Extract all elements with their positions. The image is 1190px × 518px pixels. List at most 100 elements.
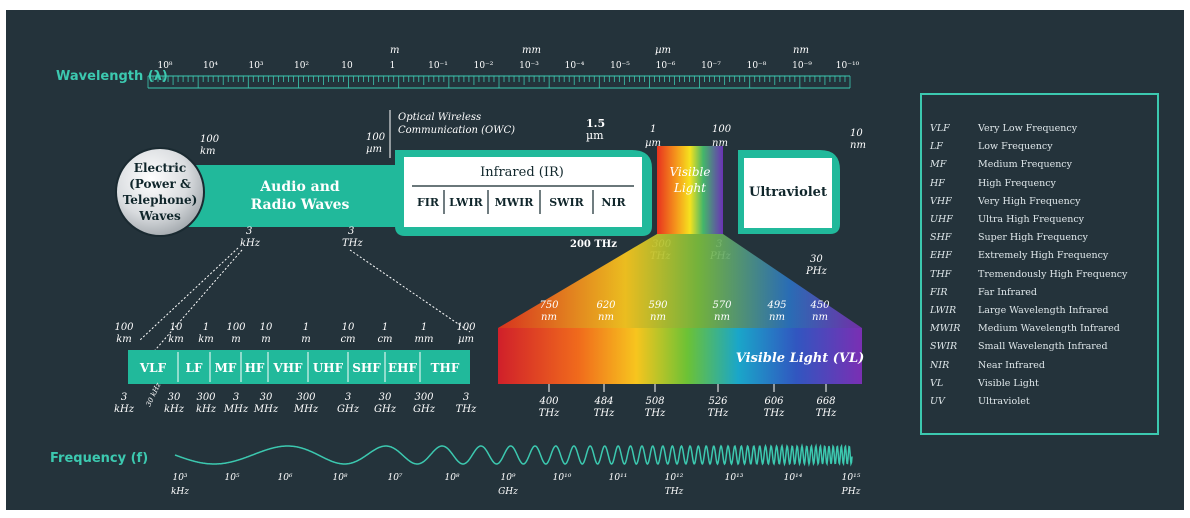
frequency-tick: 10⁸: [444, 473, 459, 483]
ann-1-5: 1.5: [586, 117, 605, 130]
legend-abbr: MWIR: [930, 323, 961, 335]
visible-frequency-value: 400: [538, 396, 559, 407]
visible-label-1: Visible: [670, 165, 711, 179]
zoom-connectors: [139, 247, 471, 357]
legend-row: VL Visible Light: [930, 378, 1039, 389]
legend-row: EHF Extremely High Frequency: [930, 250, 1108, 261]
wavelength-tick: 10⁻¹: [428, 61, 448, 71]
legend-row: MWIR Medium Wavelength Infrared: [930, 323, 1120, 334]
legend-row: UHF Ultra High Frequency: [930, 214, 1084, 225]
electric-label-1: Electric: [134, 161, 186, 175]
wavelength-tick: 10⁻⁶: [656, 61, 676, 71]
legend-row: VHF Very High Frequency: [930, 196, 1080, 207]
legend-abbr: EHF: [930, 250, 952, 262]
audio-radio-label-2: Radio Waves: [251, 197, 350, 213]
radio-wavelength-value: 1: [203, 322, 209, 333]
ann-um-b: µm: [586, 129, 604, 142]
legend-abbr: VLF: [930, 123, 950, 134]
ir-subband-label: FIR: [417, 196, 440, 209]
radio-wavelength-value: 10: [260, 322, 273, 333]
frequency-tick: 10⁵: [224, 473, 239, 483]
wavelength-tick: 10³: [248, 61, 263, 71]
radio-frequency-unit: GHz: [337, 404, 360, 415]
radio-band-labels: VLF LF MF HF VHF UHF SHF EHF THF: [139, 352, 460, 382]
ann-30phz-a: 30: [810, 254, 823, 265]
wavelength-tick: 10⁻⁸: [747, 61, 767, 71]
unit-um: µm: [655, 45, 671, 56]
radio-wavelength-unit: m: [231, 334, 240, 345]
owc-label-2: Communication (OWC): [398, 125, 515, 136]
electric-label-3: Telephone): [123, 193, 198, 207]
legend-row: SHF Super High Frequency: [930, 232, 1088, 243]
wavelength-tick: 10: [341, 61, 353, 71]
ann-100nm: 100: [712, 124, 732, 135]
legend-abbr: LF: [930, 141, 943, 153]
radio-frequency-unit: GHz: [374, 404, 397, 415]
frequency-tick: 10³: [172, 473, 187, 483]
legend-full: Very Low Frequency: [978, 123, 1078, 134]
legend-full: Ultra High Frequency: [978, 214, 1085, 225]
radio-band-uhf: UHF: [313, 361, 344, 375]
visible-wavelength-value: 620: [596, 300, 616, 311]
radio-band-hf: HF: [245, 361, 265, 375]
radio-frequency-labels: 3kHz30kHz300kHz3MHz30MHz300MHz3GHz30GHz3…: [114, 392, 477, 415]
legend-abbr: SHF: [930, 232, 952, 244]
legend-full: Medium Frequency: [978, 159, 1072, 171]
wavelength-tick: 10²: [294, 61, 309, 71]
radio-wavelength-unit: mm: [415, 334, 434, 345]
legend-abbr: LWIR: [930, 305, 957, 316]
ann-200thz: 200 THz: [570, 239, 617, 250]
ann-10nm: 10: [850, 128, 863, 139]
radio-wavelength-value: 100: [114, 322, 134, 333]
radio-frequency-unit: kHz: [196, 404, 217, 415]
electric-label-2: (Power &: [129, 177, 191, 191]
ultraviolet-label: Ultraviolet: [749, 185, 827, 200]
legend-full: Large Wavelength Infrared: [978, 305, 1109, 316]
radio-band-shf: SHF: [352, 361, 381, 375]
ann-30phz-b: PHz: [805, 266, 827, 277]
radio-frequency-unit: kHz: [114, 404, 135, 415]
wavelength-tick: 10⁻⁷: [701, 61, 721, 71]
visible-frequency-value: 508: [645, 396, 664, 407]
visible-frequency-unit: THz: [645, 408, 666, 419]
radio-wavelength-unit: µm: [458, 334, 474, 345]
unit-mm: mm: [522, 45, 541, 56]
legend-row: MF Medium Frequency: [930, 159, 1072, 170]
legend-full: Super High Frequency: [978, 232, 1088, 244]
radio-band-ehf: EHF: [388, 361, 417, 375]
legend-abbr: SWIR: [930, 341, 958, 353]
legend-full: Near Infrared: [978, 359, 1045, 371]
visible-wavelength-unit: nm: [541, 312, 557, 323]
unit-m: m: [390, 45, 399, 56]
visible-wavelength-value: 590: [648, 300, 668, 311]
legend-abbr: NIR: [930, 359, 950, 371]
visible-wavelength-value: 570: [712, 300, 732, 311]
radio-small-note: 30 kHz: [145, 381, 163, 407]
frequency-axis-label: Frequency (f): [50, 451, 148, 466]
legend-full: High Frequency: [978, 177, 1056, 189]
ann-3khz-a: 3: [246, 226, 252, 237]
legend-row: HF High Frequency: [930, 178, 1056, 189]
ann-100um: 100: [366, 132, 386, 143]
legend-full: Medium Wavelength Infrared: [978, 323, 1120, 335]
ann-km: km: [200, 146, 216, 157]
legend-row: SWIR Small Wavelength Infrared: [930, 341, 1108, 352]
visible-wavelength-value: 750: [539, 300, 559, 311]
visible-frequency-unit: THz: [708, 408, 729, 419]
unit-nm: nm: [793, 45, 809, 56]
radio-wavelength-unit: km: [198, 334, 214, 345]
ann-um-a: µm: [366, 144, 382, 155]
legend-abbr: UV: [930, 396, 945, 407]
frequency-unit: THz: [665, 487, 684, 497]
wavelength-tick: 10⁻⁵: [610, 61, 630, 71]
radio-band-lf: LF: [186, 361, 203, 375]
infrared-label: Infrared (IR): [480, 165, 564, 180]
legend-abbr: VHF: [930, 195, 952, 207]
electric-label-4: Waves: [138, 209, 181, 223]
radio-wavelength-value: 1: [421, 322, 427, 333]
radio-wavelength-value: 1: [303, 322, 309, 333]
radio-band-thf: THF: [431, 361, 460, 375]
